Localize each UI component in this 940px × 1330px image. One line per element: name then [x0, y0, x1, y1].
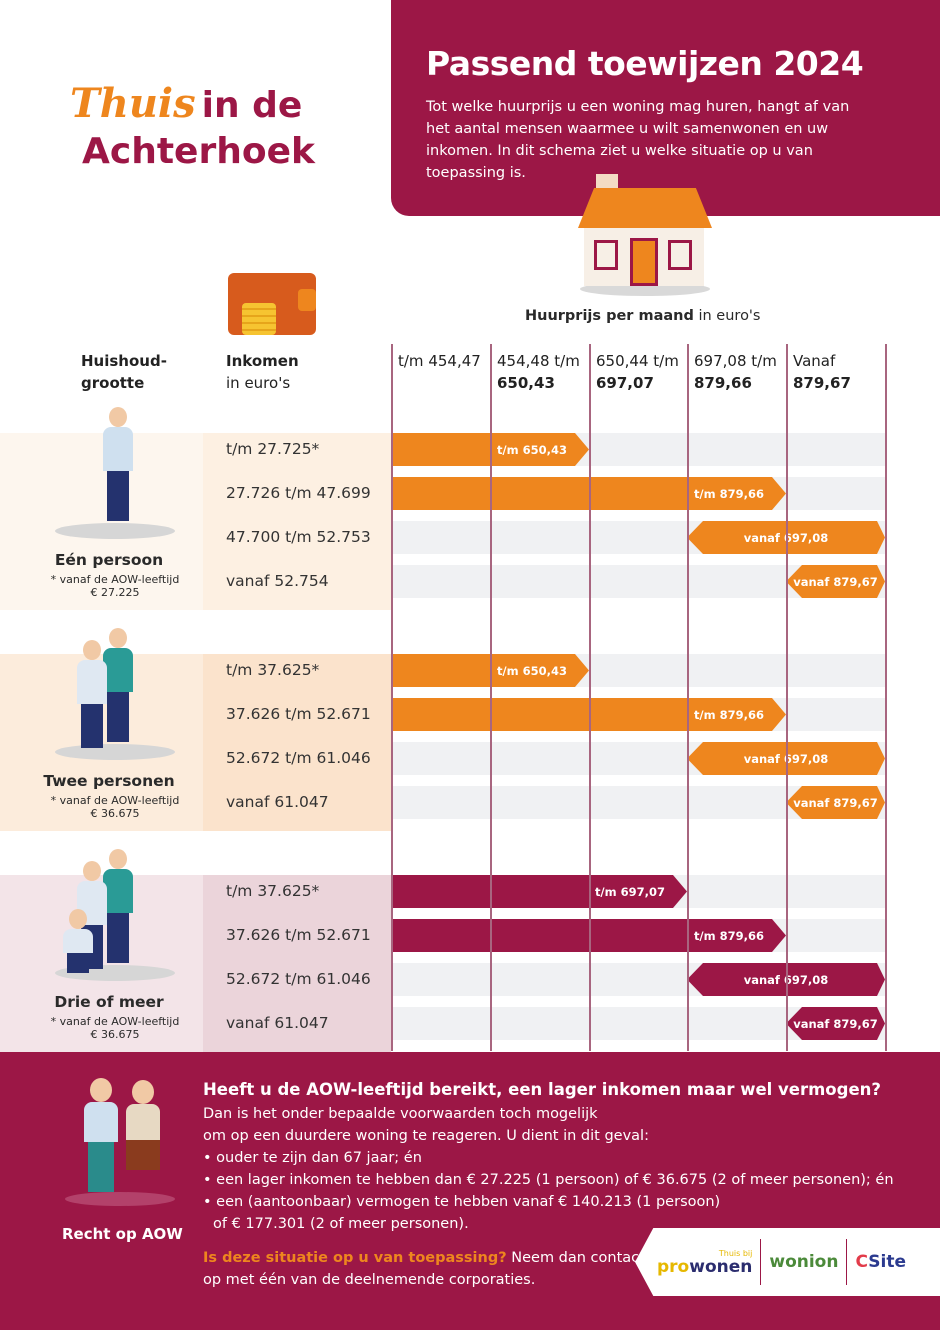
income-range: 37.626 t/m 52.671: [226, 705, 371, 723]
rent-range-bar: t/m 879,66: [391, 698, 786, 731]
rent-column-header: 454,48 t/m 650,43: [497, 352, 580, 392]
rent-range-bar: vanaf 879,67: [786, 786, 885, 819]
aow-label: Recht op AOW: [62, 1225, 183, 1243]
income-range: 37.626 t/m 52.671: [226, 926, 371, 944]
rent-range-bar: t/m 879,66: [391, 919, 786, 952]
income-column-background: [203, 433, 391, 610]
income-range: vanaf 61.047: [226, 1014, 329, 1032]
rent-axis-title: Huurprijs per maand in euro's: [525, 308, 761, 324]
column-divider: [391, 344, 393, 1051]
income-column-background: [203, 654, 391, 831]
column-divider: [589, 344, 591, 1051]
rent-range-bar: vanaf 879,67: [786, 1007, 885, 1040]
household-header: Huishoud-grootte: [81, 352, 167, 392]
prowonen-logo: Thuis bij prowonen: [657, 1248, 753, 1277]
income-range: t/m 37.625*: [226, 661, 320, 679]
header-panel: [391, 0, 940, 216]
income-range: t/m 37.625*: [226, 882, 320, 900]
aow-question: Heeft u de AOW-leeftijd bereikt, een lag…: [203, 1080, 881, 1099]
income-range: vanaf 61.047: [226, 793, 329, 811]
site-logo: CSite: [855, 1252, 906, 1272]
rent-range-bar: t/m 697,07: [391, 875, 687, 908]
rent-range-bar: t/m 879,66: [391, 477, 786, 510]
household-name: Twee personen: [43, 772, 175, 790]
wallet-icon: [228, 273, 316, 335]
column-divider: [687, 344, 689, 1051]
house-icon: [550, 170, 712, 300]
elderly-couple-icon: [60, 1070, 180, 1210]
rent-column-header: t/m 454,47: [398, 352, 481, 370]
household-name: Drie of meer: [54, 993, 164, 1011]
rent-column-header: 697,08 t/m 879,66: [694, 352, 777, 392]
income-range: vanaf 52.754: [226, 572, 329, 590]
column-divider: [490, 344, 492, 1051]
page-title: Passend toewijzen 2024: [426, 44, 864, 83]
aow-note-amount: € 27.225: [90, 586, 140, 599]
aow-note: * vanaf de AOW-leeftijd: [50, 1015, 180, 1028]
column-divider: [885, 344, 887, 1051]
household-figure-icon: [55, 624, 175, 764]
rent-column-header: Vanaf 879,67: [793, 352, 851, 392]
rent-column-header: 650,44 t/m 697,07: [596, 352, 679, 392]
column-divider: [786, 344, 788, 1051]
logo-achterhoek: Achterhoek: [82, 131, 315, 172]
contact-text: Is deze situatie op u van toepassing? Ne…: [203, 1250, 645, 1288]
aow-conditions: Dan is het onder bepaalde voorwaarden to…: [203, 1106, 894, 1232]
intro-text: Tot welke huurprijs u een woning mag hur…: [426, 99, 850, 181]
partner-logos: Thuis bij prowonen wonion CSite: [635, 1228, 940, 1296]
aow-note-amount: € 36.675: [90, 807, 140, 820]
income-range: t/m 27.725*: [226, 440, 320, 458]
logo-in-de: in de: [201, 85, 303, 126]
income-header: Inkomen in euro's: [226, 352, 299, 392]
rent-range-bar: vanaf 879,67: [786, 565, 885, 598]
income-column-background: [203, 875, 391, 1052]
household-figure-icon: [55, 403, 175, 543]
income-range: 47.700 t/m 52.753: [226, 528, 371, 546]
logo-thuis: Thuis: [70, 80, 196, 127]
aow-note: * vanaf de AOW-leeftijd: [50, 794, 180, 807]
aow-note-amount: € 36.675: [90, 1028, 140, 1041]
aow-note: * vanaf de AOW-leeftijd: [50, 573, 180, 586]
income-range: 27.726 t/m 47.699: [226, 484, 371, 502]
income-range: 52.672 t/m 61.046: [226, 970, 371, 988]
household-name: Eén persoon: [54, 551, 164, 569]
income-range: 52.672 t/m 61.046: [226, 749, 371, 767]
household-figure-icon: [55, 845, 175, 985]
logo-top-line: Thuis in de: [70, 80, 302, 130]
wonion-logo: wonion: [769, 1252, 839, 1272]
